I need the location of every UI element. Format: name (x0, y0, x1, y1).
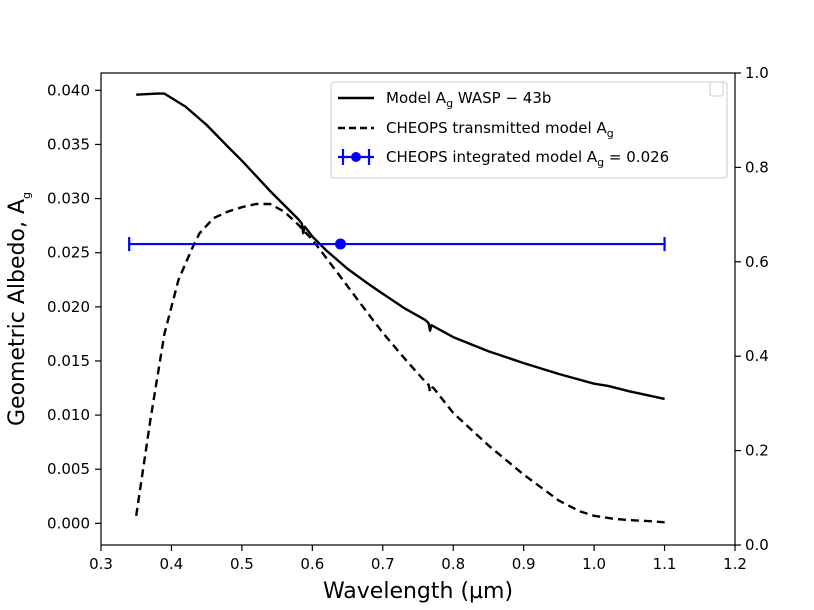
x-tick-label: 0.3 (89, 555, 113, 573)
x-tick-label: 0.8 (441, 555, 465, 573)
y-axis-label-sub: g (20, 192, 33, 199)
y2-tick-label: 0.2 (745, 442, 769, 460)
legend: Model Ag WASP − 43b CHEOPS transmitted m… (330, 81, 728, 179)
legend-errorbar-sample (338, 149, 374, 165)
legend-entry-2: CHEOPS transmitted model Ag (386, 119, 614, 140)
y-tick-label: 0.010 (47, 406, 90, 424)
ticks-group: 0.3 0.4 0.5 0.6 0.7 0.8 0.9 1.0 1.1 1.2 0.000 0.005… (47, 64, 769, 573)
legend-box (330, 81, 728, 179)
series-model-ag-line (136, 92, 665, 401)
x-tick-label: 0.9 (512, 555, 536, 573)
errorbar-point (335, 238, 347, 250)
y2-tick-label: 0.4 (745, 347, 769, 365)
y-tick-label: 0.035 (47, 135, 90, 153)
legend-placeholder-box (709, 81, 724, 97)
y-tick-label: 0.025 (47, 244, 90, 262)
x-tick-label: 0.7 (371, 555, 395, 573)
x-tick-label: 1.0 (582, 555, 606, 573)
y2-tick-label: 0.0 (745, 536, 769, 554)
plot-frame (100, 72, 736, 546)
y-tick-label: 0.040 (47, 81, 90, 99)
y-axis-label-group: Geometric Albedo, Ag (5, 192, 33, 426)
y-tick-label: 0.005 (47, 460, 90, 478)
x-tick-label: 0.4 (160, 555, 184, 573)
legend-entry-1: Model Ag WASP − 43b (386, 89, 551, 110)
y-tick-label: 0.020 (47, 298, 90, 316)
x-axis-label: Wavelength (µm) (323, 579, 513, 604)
x-tick-label: 1.1 (653, 555, 677, 573)
y2-tick-label: 0.8 (745, 158, 769, 176)
y-tick-label: 0.015 (47, 352, 90, 370)
series-cheops-transmitted-line (135, 202, 665, 524)
y-axis-label: Geometric Albedo, Ag (5, 192, 33, 426)
y-axis-label-main: Geometric Albedo, A (5, 199, 30, 426)
y2-tick-label: 1.0 (745, 64, 769, 82)
series-layer (128, 92, 666, 524)
y-tick-label: 0.000 (47, 514, 90, 532)
x-tick-label: 0.6 (300, 555, 324, 573)
legend-entry-3: CHEOPS integrated model Ag = 0.026 (386, 148, 669, 169)
x-tick-label: 1.2 (723, 555, 747, 573)
y-tick-label: 0.030 (47, 190, 90, 208)
y2-tick-label: 0.6 (745, 253, 769, 271)
x-tick-label: 0.5 (230, 555, 254, 573)
